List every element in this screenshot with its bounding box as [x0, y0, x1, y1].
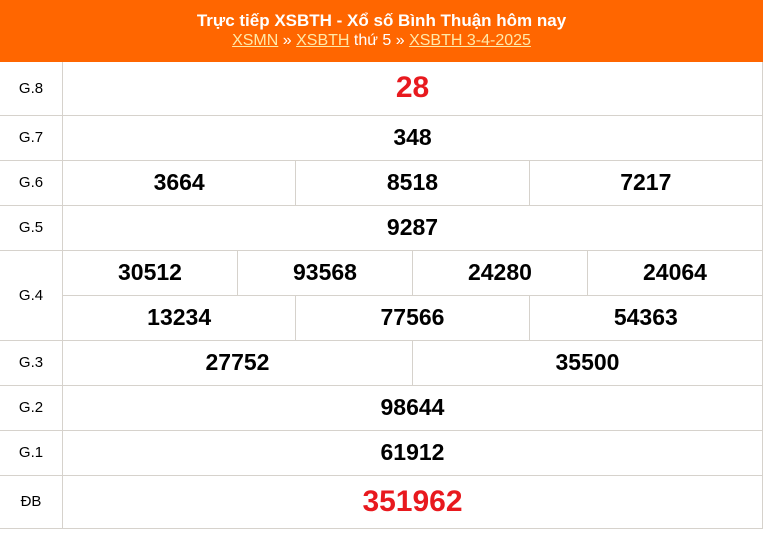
results-table: G.8 28 G.7 348 G.6 3664 8518 7217 G.5 9287 G.4… — [0, 62, 763, 529]
prize-number: 35500 — [411, 339, 763, 386]
prize-number: 28 — [62, 62, 763, 116]
prize-row-g2: G.2 98644 — [0, 384, 763, 431]
page-header: Trực tiếp XSBTH - Xổ số Bình Thuận hôm n… — [0, 0, 763, 62]
prize-row-special: ĐB 351962 — [0, 474, 763, 529]
breadcrumb-xsbth-link[interactable]: XSBTH — [296, 32, 350, 49]
prize-label: G.3 — [0, 339, 63, 386]
prize-row-g1: G.1 61912 — [0, 429, 763, 476]
prize-number: 24064 — [586, 249, 763, 296]
prize-label: G.7 — [0, 114, 63, 161]
prize-number: 13234 — [61, 294, 297, 341]
prize-number: 8518 — [295, 159, 530, 206]
prize-row-g7: G.7 348 — [0, 114, 763, 161]
prize-label: G.8 — [0, 62, 63, 116]
prize-label: G.2 — [0, 384, 63, 431]
prize-number: 93568 — [236, 249, 413, 296]
prize-number: 30512 — [62, 249, 238, 296]
prize-number: 61912 — [62, 429, 763, 476]
prize-row-g8: G.8 28 — [0, 62, 763, 116]
prize-number: 24280 — [411, 249, 588, 296]
prize-number: 54363 — [528, 294, 763, 341]
prize-number: 27752 — [62, 339, 413, 386]
prize-row-g6: G.6 3664 8518 7217 — [0, 159, 763, 206]
prize-row-g4: G.4 30512 93568 24280 24064 — [0, 249, 763, 341]
prize-number: 77566 — [295, 294, 530, 341]
prize-row-g5: G.5 9287 — [0, 204, 763, 251]
prize-number: 348 — [62, 114, 763, 161]
prize-row-g3: G.3 27752 35500 — [0, 339, 763, 386]
prize-label: G.6 — [0, 159, 63, 206]
breadcrumb-day: thứ 5 » — [349, 32, 410, 49]
prize-label: G.4 — [0, 249, 63, 341]
prize-number: 98644 — [62, 384, 763, 431]
page-title: Trực tiếp XSBTH - Xổ số Bình Thuận hôm n… — [196, 11, 567, 30]
prize-label: ĐB — [0, 474, 63, 529]
breadcrumb-xsmn-link[interactable]: XSMN — [232, 32, 279, 49]
prize-label: G.1 — [0, 429, 63, 476]
prize-label: G.5 — [0, 204, 63, 251]
prize-number: 7217 — [528, 159, 763, 206]
breadcrumb-date-link[interactable]: XSBTH 3-4-2025 — [409, 32, 531, 49]
prize-number: 351962 — [62, 474, 763, 529]
prize-row-g4-second: 13234 77566 54363 — [0, 294, 763, 341]
prize-number: 9287 — [62, 204, 763, 251]
prize-number: 3664 — [61, 159, 297, 206]
breadcrumb-separator: » — [278, 32, 297, 49]
breadcrumb: XSMN » XSBTH thứ 5 » XSBTH 3-4-2025 — [0, 31, 763, 51]
